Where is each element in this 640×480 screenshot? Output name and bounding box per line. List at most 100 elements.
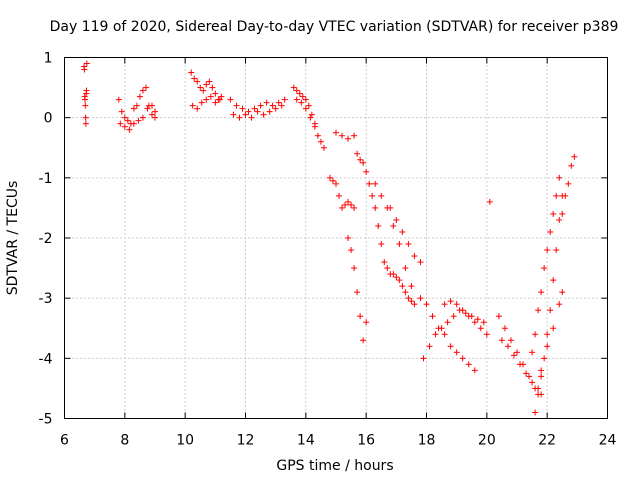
- data-point: [345, 198, 352, 205]
- data-point: [351, 204, 358, 211]
- data-point: [538, 367, 545, 374]
- data-point: [293, 96, 300, 103]
- data-point: [550, 325, 557, 332]
- data-point: [83, 60, 90, 67]
- y-tick-label: -2: [39, 231, 53, 247]
- data-point: [553, 192, 560, 199]
- data-point: [351, 265, 358, 272]
- data-point: [444, 319, 451, 326]
- data-point: [535, 391, 542, 398]
- y-tick-label: 1: [44, 51, 53, 67]
- data-point: [329, 177, 336, 184]
- data-point: [477, 325, 484, 332]
- data-point: [305, 102, 312, 109]
- x-tick-label: 24: [599, 433, 617, 449]
- data-point: [342, 201, 349, 208]
- data-point: [556, 174, 563, 181]
- data-point: [571, 153, 578, 160]
- data-point: [411, 253, 418, 260]
- data-point: [544, 343, 551, 350]
- data-point: [453, 301, 460, 308]
- data-point: [417, 295, 424, 302]
- data-point: [130, 120, 137, 127]
- data-point: [523, 370, 530, 377]
- series-track-u: [498, 337, 542, 392]
- series-track-d: [188, 69, 225, 103]
- data-point: [529, 349, 536, 356]
- y-tick-label: -3: [39, 291, 53, 307]
- y-tick-label: -1: [39, 171, 53, 187]
- data-point: [236, 114, 243, 121]
- data-point: [360, 337, 367, 344]
- data-point: [357, 313, 364, 320]
- data-point: [471, 319, 478, 326]
- data-point: [188, 69, 195, 76]
- data-point: [447, 343, 454, 350]
- data-point: [556, 216, 563, 223]
- data-point: [272, 105, 279, 112]
- data-point: [308, 111, 315, 118]
- data-point: [239, 105, 246, 112]
- data-point: [541, 265, 548, 272]
- data-point: [465, 361, 472, 368]
- data-point: [390, 222, 397, 229]
- data-point: [507, 337, 514, 344]
- data-point: [550, 277, 557, 284]
- x-tick-label: 12: [237, 433, 255, 449]
- data-point: [514, 349, 520, 356]
- data-point: [535, 307, 542, 314]
- data-point: [465, 313, 472, 320]
- data-point: [189, 102, 196, 109]
- data-point: [417, 259, 424, 266]
- data-point: [556, 301, 563, 308]
- data-point: [498, 337, 505, 344]
- data-point: [432, 331, 439, 338]
- x-tick-labels: 6 8 10 12 14 16 18 20 22 24: [60, 433, 616, 449]
- data-point: [544, 247, 551, 254]
- data-points: [81, 60, 578, 416]
- plot-frame: [64, 57, 608, 419]
- data-point: [562, 192, 569, 199]
- series-track-a: [81, 60, 90, 127]
- y-tick-labels: 1 0 -1 -2 -3 -4 -5: [39, 51, 53, 428]
- data-point: [203, 96, 210, 103]
- data-point: [402, 265, 409, 272]
- data-point: [257, 102, 264, 109]
- data-point: [82, 96, 89, 103]
- series-track-f: [227, 96, 288, 115]
- data-point: [345, 235, 352, 241]
- data-point: [148, 102, 155, 109]
- series-track-r: [441, 298, 490, 338]
- data-point: [81, 66, 88, 73]
- data-point: [121, 114, 128, 121]
- data-point: [402, 289, 409, 296]
- data-point: [363, 168, 370, 175]
- series-track-j: [326, 174, 358, 211]
- data-point: [269, 102, 276, 109]
- data-point: [216, 96, 223, 103]
- data-point: [348, 201, 355, 208]
- data-point: [351, 132, 358, 139]
- x-tick-label: 18: [418, 433, 436, 449]
- data-point: [375, 222, 382, 229]
- data-point: [550, 210, 557, 217]
- data-point: [152, 108, 158, 115]
- data-point: [148, 111, 155, 118]
- data-point: [504, 343, 511, 350]
- data-point: [207, 93, 214, 100]
- data-point: [426, 343, 433, 350]
- series-track-v: [529, 174, 563, 356]
- data-point: [568, 162, 575, 169]
- data-point: [471, 367, 478, 374]
- data-point: [378, 192, 385, 199]
- data-point: [474, 316, 481, 323]
- data-point: [124, 117, 131, 124]
- data-point: [354, 289, 361, 296]
- data-point: [254, 108, 261, 115]
- data-point: [83, 87, 90, 94]
- data-point: [251, 105, 258, 112]
- data-point: [197, 84, 204, 91]
- data-point: [242, 111, 249, 118]
- data-point: [441, 301, 448, 308]
